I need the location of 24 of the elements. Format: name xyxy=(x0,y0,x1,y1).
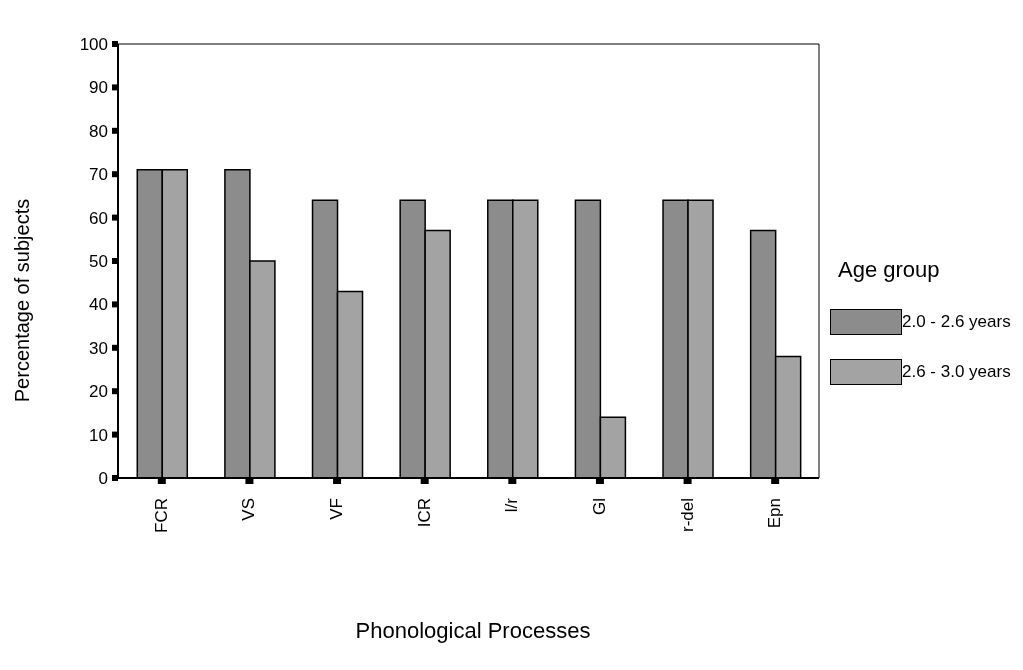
y-tick-label: 10 xyxy=(89,425,108,445)
legend-label: 2.0 - 2.6 years xyxy=(902,312,1011,332)
y-axis-title: Percentage of subjects xyxy=(11,198,35,403)
x-tick-label: VS xyxy=(239,498,259,521)
y-tick-label: 30 xyxy=(89,338,108,358)
y-tick-label: 90 xyxy=(89,78,108,98)
legend-label: 2.6 - 3.0 years xyxy=(902,362,1011,382)
x-tick-label: FCR xyxy=(151,498,171,533)
x-axis-title: Phonological Processes xyxy=(354,618,592,644)
x-tick-label: VF xyxy=(327,498,347,520)
y-tick-label: 20 xyxy=(89,382,108,402)
y-tick-label: 100 xyxy=(79,35,108,54)
x-tick-label: Epn xyxy=(765,498,785,529)
y-tick-label: 0 xyxy=(98,469,108,488)
x-tick-label: Gl xyxy=(589,498,609,515)
y-tick-label: 80 xyxy=(89,121,108,141)
y-tick-label: 50 xyxy=(89,252,108,271)
x-tick-label: ICR xyxy=(414,498,434,528)
x-tick-label: l/r xyxy=(502,497,522,513)
y-tick-label: 70 xyxy=(89,165,108,185)
legend-title: Age group xyxy=(838,257,941,283)
y-tick-label: 40 xyxy=(89,295,108,315)
y-tick-label: 60 xyxy=(89,208,108,228)
x-tick-label: r-del xyxy=(677,498,697,533)
